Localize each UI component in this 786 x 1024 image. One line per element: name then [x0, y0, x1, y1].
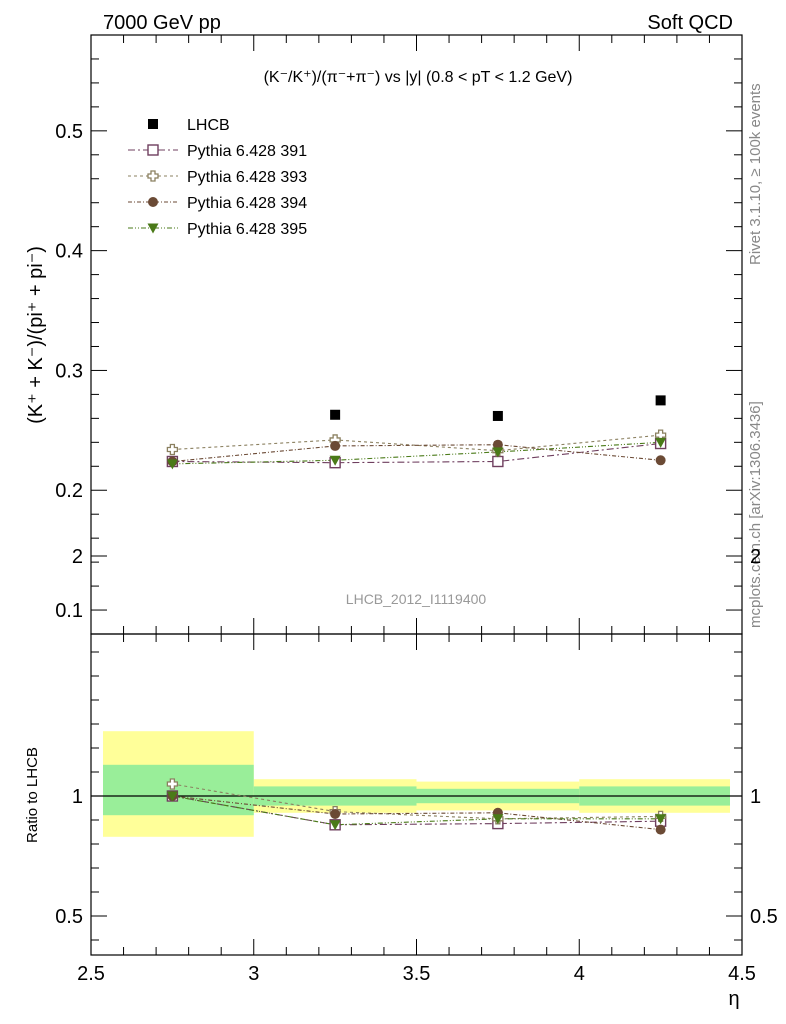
- analysis-id-watermark: LHCB_2012_I1119400: [346, 591, 487, 607]
- ratio-series-line: [172, 795, 661, 831]
- x-tick-label: 3: [248, 963, 259, 985]
- ratio-uncertainty-bands: [103, 731, 730, 837]
- mc-point: [655, 437, 667, 448]
- mc-point: [329, 455, 341, 466]
- ratio-panel: 0.5 0.5 1 1 2 2 2.5 3 3.5 4 4.5 Ratio to LHCB η: [24, 546, 778, 1010]
- legend-marker: [148, 119, 158, 129]
- ratio-y-tick-label-right: 2: [750, 546, 761, 568]
- data-point: [330, 409, 341, 420]
- x-tick-label: 3.5: [403, 963, 431, 985]
- ratio-panel-frame: [90, 633, 743, 956]
- ratio-point: [329, 820, 341, 831]
- legend-entry-label: Pythia 6.428 394: [187, 195, 307, 212]
- mc-point: [330, 440, 341, 451]
- rivet-version-label: Rivet 3.1.10, ≥ 100k events: [747, 83, 764, 265]
- mc-point: [166, 443, 179, 456]
- ratio-series-layer: [166, 778, 667, 835]
- mc-point: [492, 447, 504, 458]
- ratio-point: [166, 778, 179, 790]
- ratio-point: [330, 809, 341, 819]
- x-tick-label: 4: [574, 963, 585, 985]
- header-process-label: Soft QCD: [647, 12, 733, 34]
- main-panel: 0.1 0.2 0.3 0.4 0.5 (K⁻/K⁺)/(π⁻+π⁻) vs |y| (…: [25, 34, 743, 635]
- ratio-series-line: [172, 795, 661, 826]
- legend-marker: [147, 144, 159, 156]
- main-y-tick-label: 0.5: [55, 121, 83, 143]
- ratio-point: [492, 814, 504, 825]
- main-y-tick-label: 0.2: [55, 480, 83, 502]
- mc-point: [492, 455, 504, 468]
- ratio-y-tick-label-right: 0.5: [750, 906, 778, 928]
- legend: LHCB Pythia 6.428 391 Pythia 6.428 393 Pyth…: [128, 117, 307, 238]
- main-axis-ticks: 0.1 0.2 0.3 0.4 0.5: [55, 34, 743, 635]
- legend-marker: [148, 197, 158, 207]
- legend-entry-label: Pythia 6.428 393: [187, 169, 307, 186]
- legend-entry-label: Pythia 6.428 395: [187, 221, 307, 238]
- legend-entry-label: LHCB: [187, 117, 230, 134]
- main-series-line: [172, 444, 661, 463]
- main-y-tick-label: 0.1: [55, 600, 83, 622]
- main-plot-title: (K⁻/K⁺)/(π⁻+π⁻) vs |y| (0.8 < pT < 1.2 G…: [264, 69, 573, 86]
- x-tick-label: 2.5: [77, 963, 105, 985]
- ratio-point: [655, 824, 666, 835]
- legend-marker: [147, 223, 159, 234]
- ratio-series-line: [172, 783, 661, 820]
- x-tick-label: 4.5: [728, 963, 756, 985]
- data-point: [492, 410, 503, 421]
- mc-point: [655, 455, 666, 466]
- main-series-line: [172, 434, 661, 452]
- mc-point: [492, 439, 503, 450]
- ratio-y-tick-label: 0.5: [55, 906, 83, 928]
- ratio-y-tick-label: 2: [72, 546, 83, 568]
- ratio-y-tick-label: 1: [72, 786, 83, 808]
- x-axis-label: η: [728, 988, 739, 1010]
- data-point: [655, 395, 666, 406]
- ratio-series-line: [172, 795, 661, 826]
- ratio-axis-ticks: 0.5 0.5 1 1 2 2 2.5 3 3.5 4 4.5: [55, 546, 778, 985]
- ratio-y-tick-label-right: 1: [750, 786, 761, 808]
- main-y-tick-label: 0.3: [55, 360, 83, 382]
- main-y-tick-label: 0.4: [55, 241, 83, 263]
- mc-point: [166, 459, 178, 470]
- ratio-band-green: [103, 764, 254, 816]
- main-series-layer: [166, 395, 667, 470]
- ratio-point: [166, 791, 178, 802]
- mcplots-reference-label: mcplots.cern.ch [arXiv:1306.3436]: [747, 401, 764, 628]
- header-energy-label: 7000 GeV pp: [103, 12, 221, 34]
- main-series-line: [172, 441, 661, 465]
- legend-marker: [147, 170, 159, 182]
- main-y-axis-label: (K⁺ + K⁻)/(pi⁺ + pi⁻): [25, 246, 47, 424]
- ratio-point: [655, 814, 667, 825]
- legend-entry-label: Pythia 6.428 391: [187, 143, 307, 160]
- ratio-y-axis-label: Ratio to LHCB: [24, 747, 41, 843]
